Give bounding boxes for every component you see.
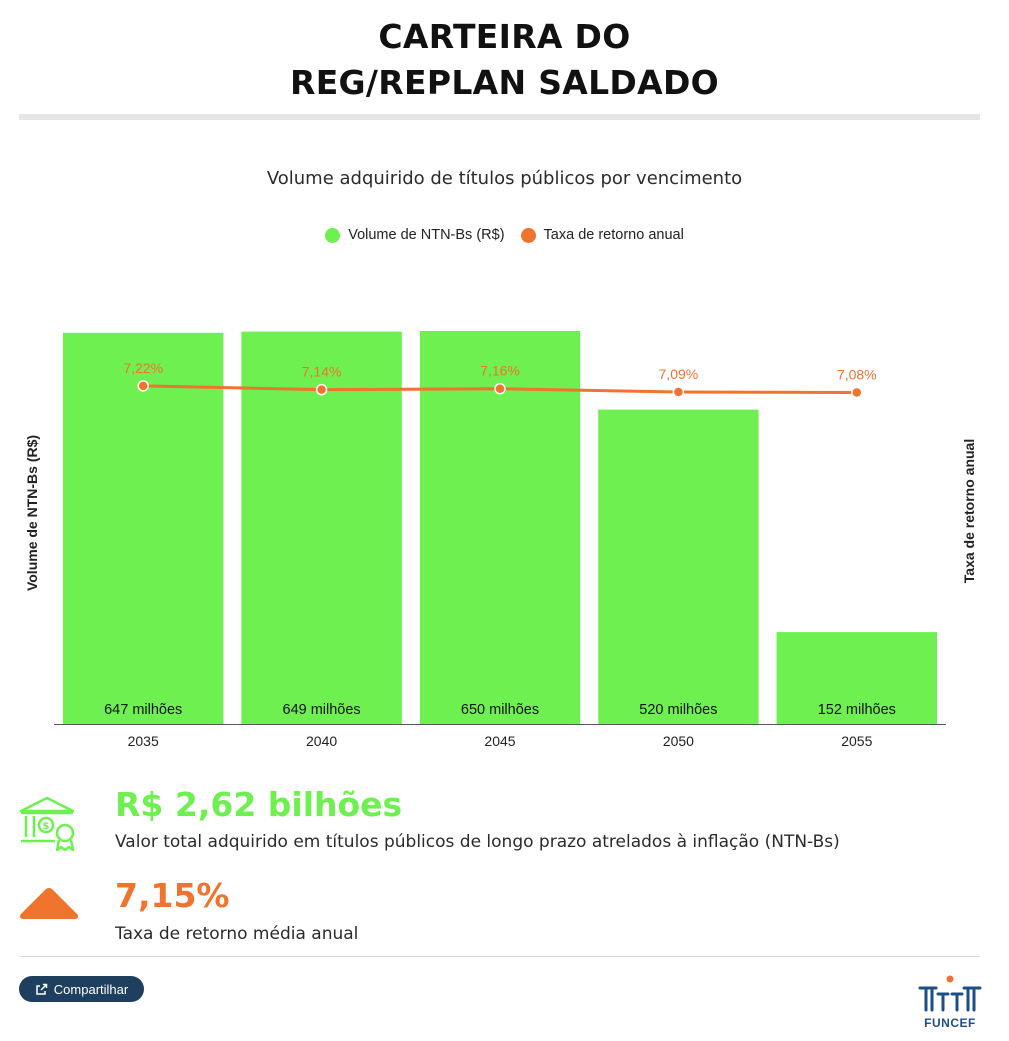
bar-line-chart: 647 milhões 649 milhões 650 milhões 520 mil… — [24, 331, 977, 749]
logo-text: FUNCEF — [924, 1016, 976, 1030]
rate-label: 7,16% — [480, 363, 520, 379]
chart-legend: Volume de NTN-Bs (R$) Taxa de retorno an… — [0, 227, 1009, 243]
bar-2055 — [776, 632, 937, 724]
legend-swatch-volume — [325, 227, 341, 243]
average-rate: 7,15% — [115, 876, 230, 915]
x-tick-label: 2040 — [306, 733, 337, 749]
bar-value-label: 152 milhões — [818, 702, 896, 718]
funcef-logo-icon — [918, 975, 982, 1012]
legend-item-volume[interactable]: Volume de NTN-Bs (R$) — [325, 227, 505, 243]
chart-title: Volume adquirido de títulos públicos por… — [266, 168, 743, 189]
share-button-label: Compartilhar — [53, 981, 129, 997]
bar-value-label: 647 milhões — [104, 702, 182, 718]
rate-point-2055 — [851, 386, 863, 399]
rate-label: 7,09% — [659, 366, 699, 382]
rate-point-2035 — [137, 380, 149, 392]
x-tick-label: 2050 — [663, 733, 694, 749]
bank-money-icon: $ — [19, 796, 75, 851]
share-icon — [36, 983, 48, 995]
x-tick-label: 2035 — [128, 733, 159, 749]
bar-value-label: 520 milhões — [639, 702, 717, 718]
total-value: R$ 2,62 bilhões — [115, 785, 403, 824]
legend-label-volume: Volume de NTN-Bs (R$) — [348, 227, 505, 243]
bar-2050 — [598, 409, 759, 724]
bar-2045 — [419, 331, 581, 724]
page-title: CARTEIRA DO REG/REPLAN SALDADO — [0, 14, 1009, 106]
legend-item-rate[interactable]: Taxa de retorno anual — [520, 227, 684, 243]
share-button[interactable]: Compartilhar — [19, 976, 144, 1002]
triangle-up-icon — [19, 888, 79, 919]
rate-point-2040 — [315, 383, 328, 396]
title-line-1: CARTEIRA DO — [378, 17, 631, 56]
footer-divider — [19, 956, 980, 957]
title-divider — [19, 114, 980, 120]
rate-point-2050 — [672, 386, 685, 398]
average-rate-description: Taxa de retorno média anual — [115, 924, 359, 944]
svg-text:$: $ — [43, 821, 50, 832]
bar-2035 — [63, 332, 224, 724]
bar-value-label: 649 milhões — [283, 702, 361, 718]
legend-swatch-rate — [520, 227, 536, 243]
bar-value-label: 650 milhões — [461, 702, 539, 718]
x-tick-label: 2055 — [841, 733, 872, 749]
rate-label: 7,08% — [837, 366, 877, 382]
total-description: Valor total adquirido em títulos público… — [115, 832, 840, 852]
rate-label: 7,22% — [123, 360, 163, 376]
bar-2040 — [241, 331, 402, 724]
y2-axis-title: Taxa de retorno anual — [961, 439, 977, 583]
title-line-2: REG/REPLAN SALDADO — [289, 63, 720, 102]
rate-point-2045 — [494, 382, 506, 395]
rate-label: 7,14% — [302, 364, 342, 380]
y-axis-title: Volume de NTN-Bs (R$) — [24, 435, 40, 591]
x-tick-label: 2045 — [484, 733, 515, 749]
legend-label-rate: Taxa de retorno anual — [543, 227, 684, 243]
